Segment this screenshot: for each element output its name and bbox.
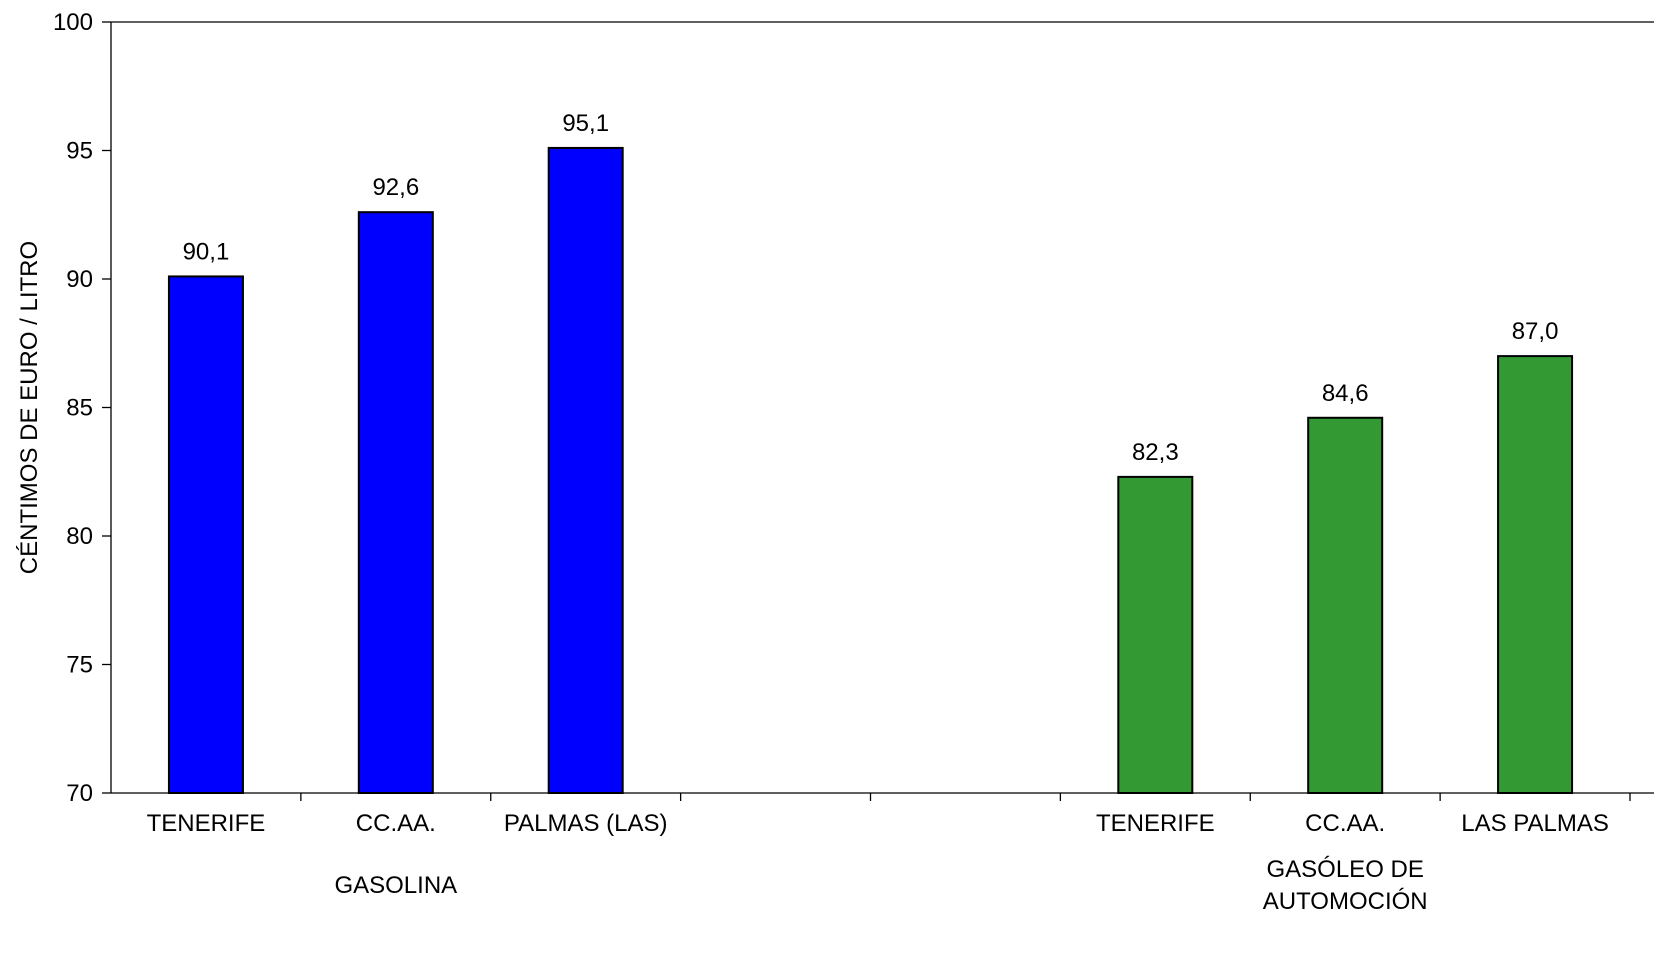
bar [1307, 416, 1384, 794]
y-axis-title: CÉNTIMOS DE EURO / LITRO [16, 241, 43, 574]
bar-value-label: 84,6 [1322, 380, 1369, 407]
x-category-label: PALMAS (LAS) [504, 810, 668, 837]
x-category-label: TENERIFE [1096, 810, 1215, 837]
y-tick-label: 80 [66, 523, 93, 550]
x-category-label: TENERIFE [147, 810, 266, 837]
bars-layer [167, 146, 1574, 794]
bar-value-label: 92,6 [372, 174, 419, 201]
bar [167, 275, 244, 794]
bar-value-label: 82,3 [1132, 439, 1179, 466]
bar [357, 211, 434, 794]
y-tick-label: 90 [66, 266, 93, 293]
x-category-label: CC.AA. [356, 810, 436, 837]
bar [1117, 475, 1194, 794]
y-tick-label: 75 [66, 652, 93, 679]
axes-layer [102, 21, 1654, 801]
x-category-label: CC.AA. [1305, 810, 1385, 837]
bar [547, 146, 624, 794]
group-label: GASÓLEO DE [1266, 856, 1423, 883]
y-tick-label: 70 [66, 780, 93, 807]
bar-value-label: 90,1 [183, 238, 230, 265]
y-tick-label: 95 [66, 138, 93, 165]
group-label: GASOLINA [334, 872, 457, 899]
bar-value-label: 87,0 [1512, 318, 1559, 345]
y-tick-label: 85 [66, 395, 93, 422]
bar [1497, 355, 1574, 794]
labels-layer: 70 75 80 85 90 95 100 CÉNTIMOS DE EURO / LITRO 9… [16, 9, 1609, 915]
x-category-label: LAS PALMAS [1461, 810, 1609, 837]
bar-value-label: 95,1 [562, 110, 609, 137]
y-tick-label: 100 [53, 9, 93, 36]
group-label: AUTOMOCIÓN [1263, 888, 1428, 915]
